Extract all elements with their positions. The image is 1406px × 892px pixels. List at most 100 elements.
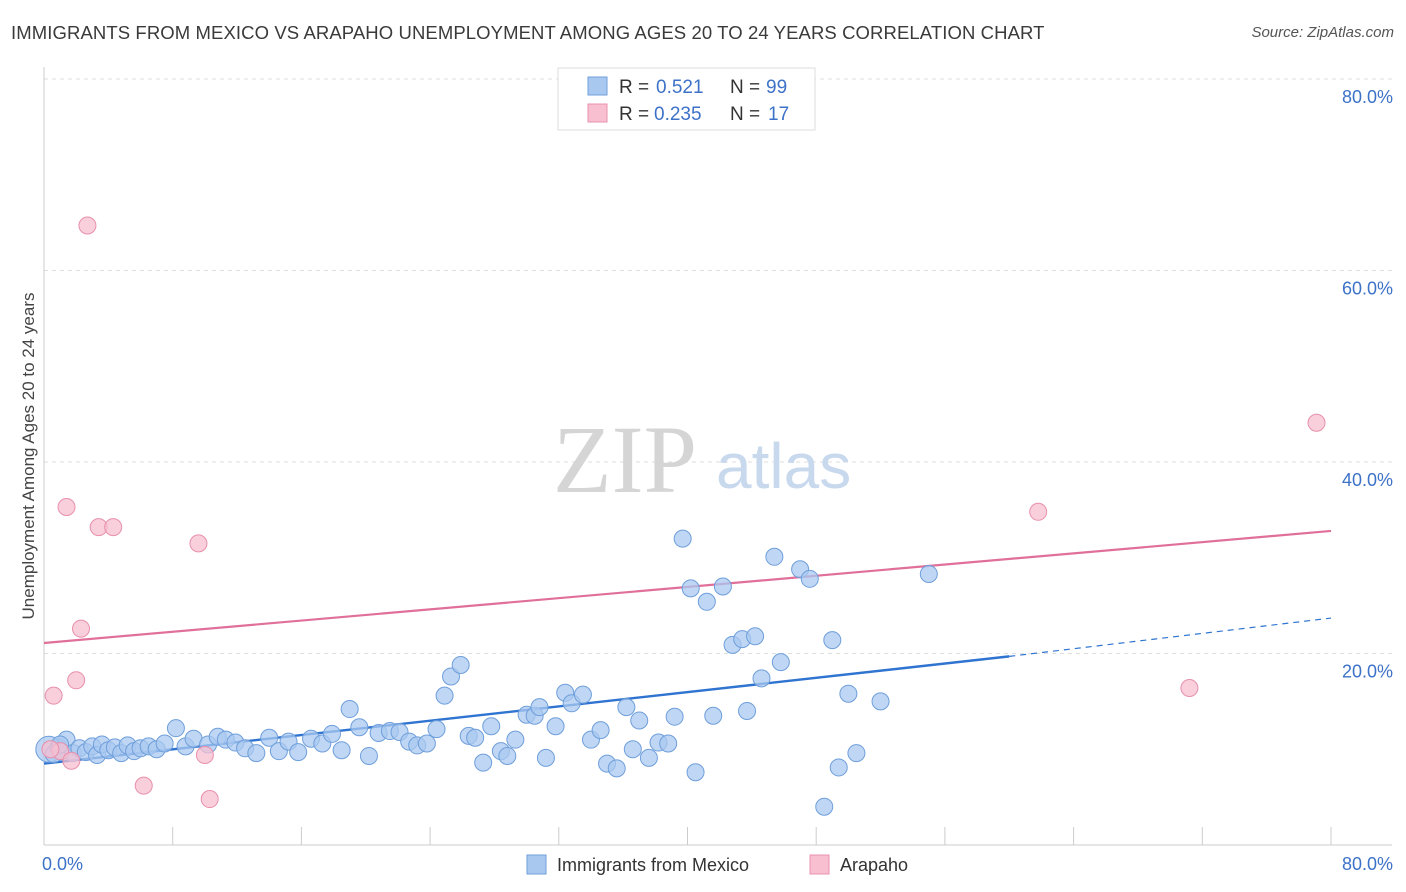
chart-title: IMMIGRANTS FROM MEXICO VS ARAPAHO UNEMPL… (11, 22, 1045, 43)
point-mexico (332, 741, 351, 760)
point-arapaho (1307, 413, 1326, 432)
point-mexico (823, 631, 842, 650)
point-mexico (466, 728, 485, 747)
point-mexico (340, 700, 359, 719)
legend-r-value-1: 0.521 (656, 77, 704, 98)
point-mexico (752, 669, 771, 688)
point-mexico (713, 577, 732, 596)
point-arapaho (72, 619, 91, 638)
point-mexico (474, 753, 493, 772)
watermark-zip: ZIP (553, 406, 697, 513)
point-mexico (482, 717, 501, 736)
point-mexico (697, 592, 716, 611)
point-mexico (536, 748, 555, 767)
point-mexico (607, 759, 626, 778)
watermark-atlas: atlas (716, 430, 851, 502)
legend-bottom-label-mexico: Immigrants from Mexico (557, 855, 749, 875)
legend-bottom-swatch-pink (809, 854, 830, 875)
point-mexico (771, 653, 790, 672)
point-mexico (322, 724, 341, 743)
point-mexico (451, 655, 470, 674)
point-mexico (442, 667, 461, 686)
legend-bottom: Immigrants from Mexico Arapaho (526, 854, 908, 875)
legend-n-value-1: 99 (766, 77, 787, 98)
point-mexico (919, 565, 938, 584)
point-arapaho (189, 534, 208, 553)
point-mexico (350, 718, 369, 737)
point-mexico (847, 744, 866, 763)
point-arapaho (78, 216, 97, 235)
point-mexico (591, 721, 610, 740)
point-mexico (815, 797, 834, 816)
grid-lines (44, 78, 1392, 654)
source-credit: Source: ZipAtlas.com (1251, 24, 1394, 41)
point-arapaho (134, 776, 153, 795)
point-mexico (665, 707, 684, 726)
point-mexico (623, 740, 642, 759)
y-tick-label: 80.0% (1342, 87, 1393, 107)
point-arapaho (104, 518, 123, 537)
point-mexico (738, 701, 757, 720)
watermark: ZIP atlas (553, 406, 851, 513)
point-mexico (765, 547, 784, 566)
point-mexico (359, 746, 378, 765)
data-points (35, 216, 1326, 816)
point-mexico (166, 719, 185, 738)
point-mexico (639, 748, 658, 767)
point-arapaho (57, 498, 76, 517)
point-mexico (617, 698, 636, 717)
y-axis-label: Unemployment Among Ages 20 to 24 years (19, 293, 38, 620)
point-mexico (506, 730, 525, 749)
legend-swatch-pink (587, 103, 608, 123)
point-arapaho (44, 686, 63, 705)
point-arapaho (200, 790, 219, 809)
point-mexico (659, 734, 678, 753)
point-arapaho (67, 671, 86, 690)
point-mexico (247, 744, 266, 763)
point-mexico (289, 743, 308, 762)
point-mexico (573, 685, 592, 704)
point-mexico (829, 758, 848, 777)
point-mexico (155, 734, 174, 753)
point-arapaho (41, 740, 60, 759)
point-mexico (800, 569, 819, 588)
legend-bottom-label-arapaho: Arapaho (840, 855, 908, 875)
x-tick-label-min: 0.0% (42, 854, 83, 874)
point-mexico (417, 734, 436, 753)
legend-r-label-2: R = (619, 104, 649, 125)
y-tick-labels: 20.0% 40.0% 60.0% 80.0% (1342, 87, 1393, 682)
point-mexico (681, 579, 700, 598)
point-mexico (260, 728, 279, 747)
x-tick-label-max: 80.0% (1342, 854, 1393, 874)
point-arapaho (195, 745, 214, 764)
legend-top: R = 0.521 N = 99 R = 0.235 N = 17 (557, 67, 816, 131)
legend-r-value-2: 0.235 (654, 104, 702, 125)
legend-r-label-1: R = (619, 77, 649, 98)
legend-swatch-blue (587, 76, 608, 96)
point-mexico (498, 746, 517, 765)
legend-n-label-2: N = (730, 104, 760, 125)
trend-line-mexico-extension (1009, 617, 1332, 657)
point-mexico (839, 684, 858, 703)
legend-n-label-1: N = (730, 77, 760, 98)
point-mexico (427, 720, 446, 739)
trend-lines (43, 529, 1332, 765)
y-tick-label: 40.0% (1342, 470, 1393, 490)
point-mexico (871, 692, 890, 711)
point-mexico (746, 627, 765, 646)
point-mexico (686, 763, 705, 782)
point-mexico (530, 698, 549, 717)
point-mexico (673, 529, 692, 548)
point-mexico (435, 686, 454, 705)
point-mexico (546, 717, 565, 736)
point-mexico (704, 706, 723, 725)
point-arapaho (1180, 678, 1199, 697)
point-arapaho (62, 751, 81, 770)
y-tick-label: 20.0% (1342, 662, 1393, 682)
point-arapaho (1029, 502, 1048, 521)
y-tick-label: 60.0% (1342, 279, 1393, 299)
axes (43, 67, 1392, 846)
legend-n-value-2: 17 (768, 104, 789, 125)
point-mexico (630, 711, 649, 730)
